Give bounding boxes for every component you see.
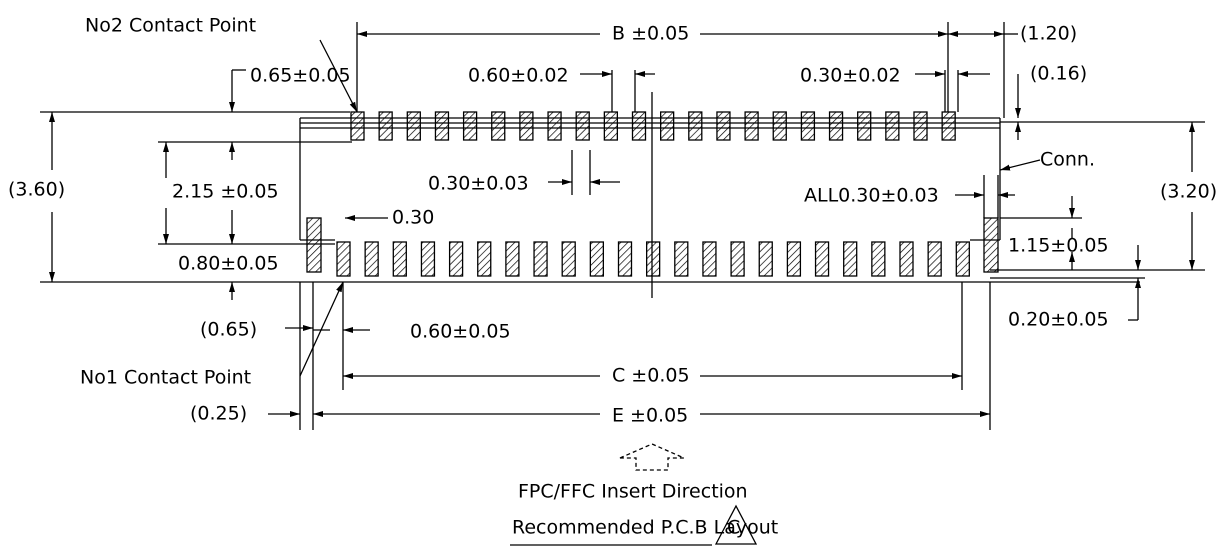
pad xyxy=(519,111,534,141)
pad xyxy=(927,241,942,277)
pad xyxy=(730,241,745,277)
pad xyxy=(772,111,787,141)
pad xyxy=(899,241,914,277)
dimension-label: (3.20) xyxy=(1160,181,1217,203)
pad xyxy=(406,111,421,141)
pad xyxy=(871,241,886,277)
pad xyxy=(702,241,717,277)
label-background xyxy=(608,404,693,427)
pad xyxy=(364,241,379,277)
revision-mark: C xyxy=(727,517,740,539)
pad xyxy=(350,111,365,141)
pad xyxy=(448,241,464,277)
dimension-label: 1.15±0.05 xyxy=(1008,235,1109,257)
leader-line xyxy=(999,159,1041,171)
pad xyxy=(800,111,816,141)
dimension-label: 0.60±0.02 xyxy=(468,65,569,87)
pad xyxy=(491,111,506,141)
insert-arrow xyxy=(619,443,685,471)
pad xyxy=(603,111,618,141)
dimension-label: 0.60±0.05 xyxy=(410,321,511,343)
pad xyxy=(857,111,872,141)
revision-triangle xyxy=(714,504,758,545)
pad xyxy=(814,241,830,277)
pad xyxy=(828,111,844,141)
pad xyxy=(561,241,576,277)
pad xyxy=(589,241,604,277)
pad xyxy=(505,241,520,277)
pad xyxy=(955,241,970,277)
pad xyxy=(843,241,858,277)
pad xyxy=(378,111,393,141)
dimension-label: 0.30±0.03 xyxy=(428,173,529,195)
dimension-label: 2.15 ±0.05 xyxy=(172,181,279,203)
caption: Recommended P.C.B Layout xyxy=(512,517,778,539)
dimension-label: 0.20±0.05 xyxy=(1008,309,1109,331)
pad xyxy=(575,111,590,141)
dimension-label: (3.60) xyxy=(8,179,65,201)
dimension-label: C ±0.05 xyxy=(612,365,690,387)
pad xyxy=(533,241,548,277)
pad xyxy=(547,111,562,141)
pad xyxy=(913,111,928,141)
pad xyxy=(631,111,647,141)
pad xyxy=(336,241,351,277)
pad xyxy=(646,241,661,277)
pad xyxy=(716,111,731,141)
caption: FPC/FFC Insert Direction xyxy=(518,481,748,503)
dimension-label: (0.16) xyxy=(1030,63,1087,85)
dimension-label: 0.30 xyxy=(392,207,434,229)
pad xyxy=(885,111,900,141)
dimension-label: No2 Contact Point xyxy=(85,15,256,37)
dimension-label: (0.65) xyxy=(200,319,257,341)
pad xyxy=(941,111,956,141)
side-pad xyxy=(983,217,999,273)
pad xyxy=(660,111,675,141)
pad xyxy=(617,241,633,277)
leader-line xyxy=(319,39,358,113)
pad xyxy=(758,241,773,277)
label-background xyxy=(608,22,694,45)
pad xyxy=(392,241,407,277)
leader-line xyxy=(299,281,344,377)
pad xyxy=(477,241,492,277)
pad xyxy=(688,111,703,141)
pad xyxy=(434,111,450,141)
dimension-label: 0.30±0.02 xyxy=(800,65,901,87)
pad xyxy=(420,241,436,277)
dimension-label: E ±0.05 xyxy=(612,405,688,427)
pad xyxy=(786,241,802,277)
dimension-label: ALL0.30±0.03 xyxy=(804,185,939,207)
side-pad xyxy=(306,217,322,273)
pad xyxy=(462,111,478,141)
dimension-label: 0.80±0.05 xyxy=(178,253,279,275)
pad xyxy=(744,111,759,141)
dimension-label: B ±0.05 xyxy=(612,23,689,45)
dimension-label: (0.25) xyxy=(190,403,247,425)
dimension-label: No1 Contact Point xyxy=(80,367,251,389)
dimension-label: Conn. xyxy=(1040,149,1095,171)
dimension-label: 0.65±0.05 xyxy=(250,65,351,87)
pad xyxy=(674,241,689,277)
dimension-label: (1.20) xyxy=(1020,23,1077,45)
label-background xyxy=(608,364,694,387)
